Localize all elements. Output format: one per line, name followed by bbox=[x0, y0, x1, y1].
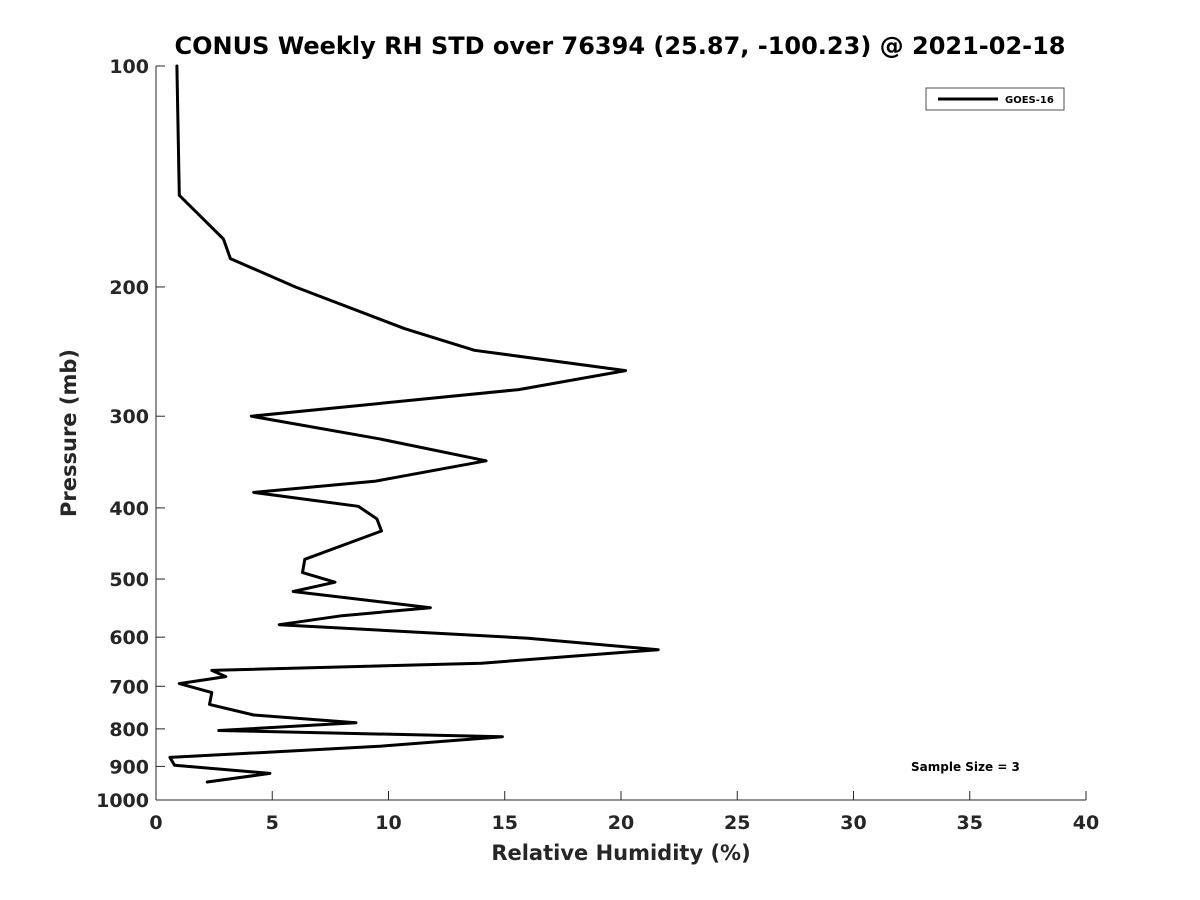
x-tick-label: 15 bbox=[492, 812, 518, 834]
chart-title: CONUS Weekly RH STD over 76394 (25.87, -… bbox=[174, 32, 1065, 60]
sample-size-annotation: Sample Size = 3 bbox=[911, 760, 1020, 774]
y-tick-label: 700 bbox=[109, 676, 149, 698]
x-tick-label: 40 bbox=[1073, 812, 1099, 834]
y-ticks: 100 200 300 400 500 600 700 800 900 1000 bbox=[96, 56, 165, 812]
series-line-goes-16 bbox=[168, 64, 660, 784]
x-tick-label: 0 bbox=[149, 812, 162, 834]
y-tick-label: 1000 bbox=[96, 790, 149, 812]
x-ticks: 0 5 10 15 20 25 30 35 40 bbox=[149, 791, 1099, 834]
y-tick-label: 400 bbox=[109, 498, 149, 520]
y-tick-label: 200 bbox=[109, 277, 149, 299]
y-axis-label: Pressure (mb) bbox=[57, 349, 81, 517]
x-tick-label: 20 bbox=[608, 812, 634, 834]
x-axis-label: Relative Humidity (%) bbox=[491, 841, 750, 865]
y-tick-label: 800 bbox=[109, 719, 149, 741]
y-tick-label: 500 bbox=[109, 569, 149, 591]
legend: GOES-16 bbox=[925, 87, 1065, 111]
legend-label-goes-16: GOES-16 bbox=[1005, 95, 1054, 106]
y-tick-label: 100 bbox=[109, 56, 149, 78]
x-tick-label: 30 bbox=[840, 812, 866, 834]
y-tick-label: 300 bbox=[109, 406, 149, 428]
plot-frame bbox=[156, 66, 1086, 800]
series-layer bbox=[168, 64, 660, 784]
x-tick-label: 5 bbox=[266, 812, 279, 834]
y-tick-label: 600 bbox=[109, 627, 149, 649]
y-tick-label: 900 bbox=[109, 756, 149, 778]
x-tick-label: 25 bbox=[724, 812, 750, 834]
x-tick-label: 35 bbox=[957, 812, 983, 834]
plot-area bbox=[155, 66, 1086, 801]
x-tick-label: 10 bbox=[375, 812, 401, 834]
